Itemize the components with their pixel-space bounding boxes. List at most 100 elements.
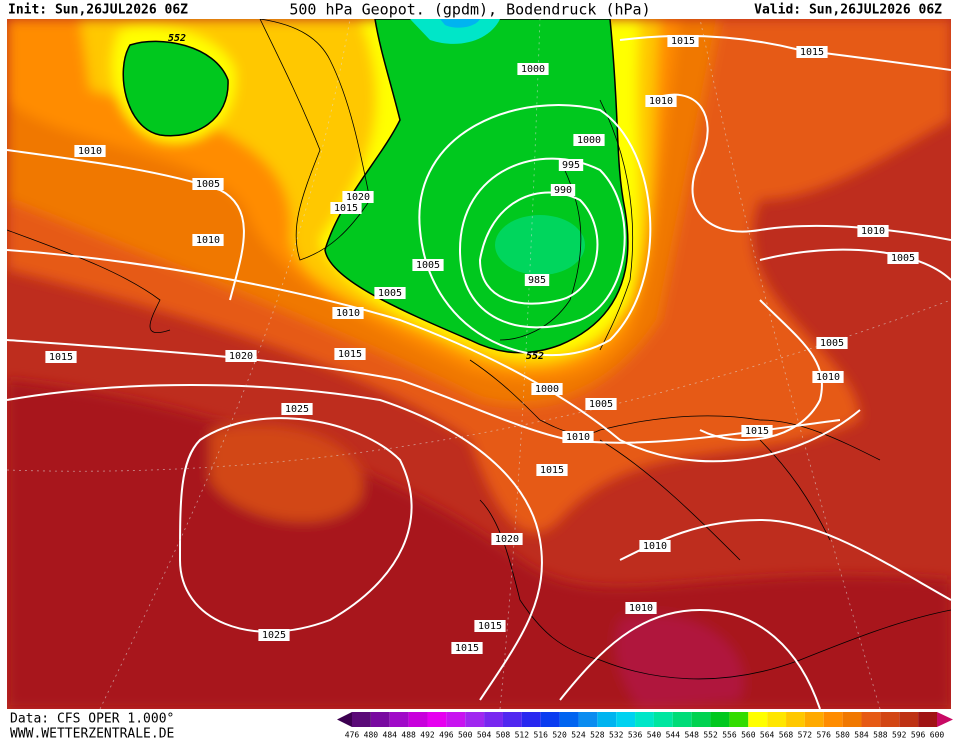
colorbar-label: 588: [873, 731, 888, 740]
contour-label: 1010: [649, 96, 673, 107]
contour-label-box: [796, 46, 828, 58]
colorbar-swatch: [823, 712, 843, 727]
contour-label-box: [334, 348, 366, 360]
contour-label: 1015: [338, 349, 362, 360]
contour-label-box: [667, 35, 699, 47]
contour-label: 1015: [478, 621, 502, 632]
colorbar-label: 580: [835, 731, 850, 740]
colorbar-label: 532: [609, 731, 624, 740]
colorbar-label: 484: [383, 731, 398, 740]
contour-label-box: [332, 307, 364, 319]
contour-label-box: [192, 234, 224, 246]
contour-label-box: [645, 95, 677, 107]
contour-label-box: [585, 398, 617, 410]
colorbar-swatch: [861, 712, 881, 727]
contour-label-box: [74, 145, 106, 157]
colorbar-label: 492: [420, 731, 435, 740]
contour-label: 1020: [346, 192, 370, 203]
contour-label: 985: [528, 275, 546, 286]
colorbar-swatch: [446, 712, 466, 727]
contour-label: 1015: [800, 47, 824, 58]
contour-label-box: [887, 252, 919, 264]
contour-labels: 552 1015 1015 1000 1010 1010 1000 995 990 1005 102…: [45, 33, 919, 654]
colorbar-swatch: [729, 712, 749, 727]
contour-label: 1000: [577, 135, 601, 146]
colorbar-label: 548: [684, 731, 699, 740]
colorbar-arrow: [337, 712, 352, 727]
contour-label: 1010: [196, 235, 220, 246]
contour-label-box: [524, 274, 550, 286]
contour-label-box: [625, 602, 657, 614]
colorbar-swatch: [691, 712, 711, 727]
contour-label: 1010: [643, 541, 667, 552]
contour-label: 1010: [78, 146, 102, 157]
valid-time: Valid: Sun,26JUL2026 06Z: [754, 3, 942, 18]
colorbar-arrow: [937, 712, 953, 727]
website: WWW.WETTERZENTRALE.DE: [10, 727, 174, 741]
colorbar-label: 500: [458, 731, 473, 740]
colorbar-label: 536: [628, 731, 643, 740]
contour-label-box: [374, 287, 406, 299]
colorbar-label: 556: [722, 731, 737, 740]
contour-label-box: [639, 540, 671, 552]
init-time: Init: Sun,26JUL2026 06Z: [8, 3, 188, 18]
contour-label-box: [451, 642, 483, 654]
contour-label: 1000: [521, 64, 545, 75]
colorbar-label: 524: [571, 731, 586, 740]
colorbar-label: 568: [779, 731, 794, 740]
contour-label: 1020: [229, 351, 253, 362]
colorbar-label: 508: [496, 731, 511, 740]
contour-label: 1015: [455, 643, 479, 654]
colorbar-label: 560: [741, 731, 756, 740]
contour-label-box: [491, 533, 523, 545]
contour-label-box: [531, 383, 563, 395]
colorbar-swatch: [521, 712, 541, 727]
colorbar-swatch: [653, 712, 673, 727]
contour-label: 552: [168, 33, 186, 44]
contour-label: 1015: [49, 352, 73, 363]
colorbar-label: 480: [364, 731, 379, 740]
colorbar-swatch: [767, 712, 787, 727]
contour-label: 1000: [535, 384, 559, 395]
colorbar-swatch: [842, 712, 862, 727]
contour-label-box: [342, 191, 374, 203]
colorbar-swatch: [559, 712, 579, 727]
colorbar-swatch: [502, 712, 522, 727]
contour-label-box: [45, 351, 77, 363]
colorbar-swatch: [748, 712, 768, 727]
colorbar-label: 584: [854, 731, 869, 740]
colorbar-label: 564: [760, 731, 775, 740]
colorbar-swatch: [672, 712, 692, 727]
colorbar-swatch: [597, 712, 617, 727]
contour-label-box: [550, 184, 576, 196]
contour-label-box: [412, 259, 444, 271]
colorbar-label: 540: [647, 731, 662, 740]
colorbar-swatch: [899, 712, 919, 727]
colorbar-label: 600: [930, 731, 945, 740]
contour-label-box: [741, 425, 773, 437]
colorbar-swatch: [710, 712, 730, 727]
map-title: 500 hPa Geopot. (gpdm), Bodendruck (hPa): [289, 1, 650, 19]
colorbar-label: 496: [439, 731, 454, 740]
data-source: Data: CFS OPER 1.000°: [10, 712, 174, 727]
contour-label-box: [192, 178, 224, 190]
contour-label-box: [517, 63, 549, 75]
colorbar-label: 504: [477, 731, 492, 740]
contour-label: 995: [562, 160, 580, 171]
contour-label: 1020: [495, 534, 519, 545]
contour-label: 1010: [566, 432, 590, 443]
colorbar-swatch: [635, 712, 654, 727]
contour-label-box: [812, 371, 844, 383]
contour-label-box: [225, 350, 257, 362]
colorbar-swatch: [880, 712, 900, 727]
contour-label: 552: [526, 351, 544, 362]
colorbar-label: 516: [533, 731, 548, 740]
contour-label-box: [857, 225, 889, 237]
colorbar-swatch: [427, 712, 447, 727]
contour-label: 1010: [336, 308, 360, 319]
colorbar-swatch: [465, 712, 485, 727]
geopotential-field: 552 1015 1015 1000 1010 1010 1000 995 990 1005 102…: [7, 19, 951, 709]
colorbar-swatch: [786, 712, 805, 727]
colorbar-swatch: [804, 712, 824, 727]
colorbar-label: 572: [798, 731, 813, 740]
